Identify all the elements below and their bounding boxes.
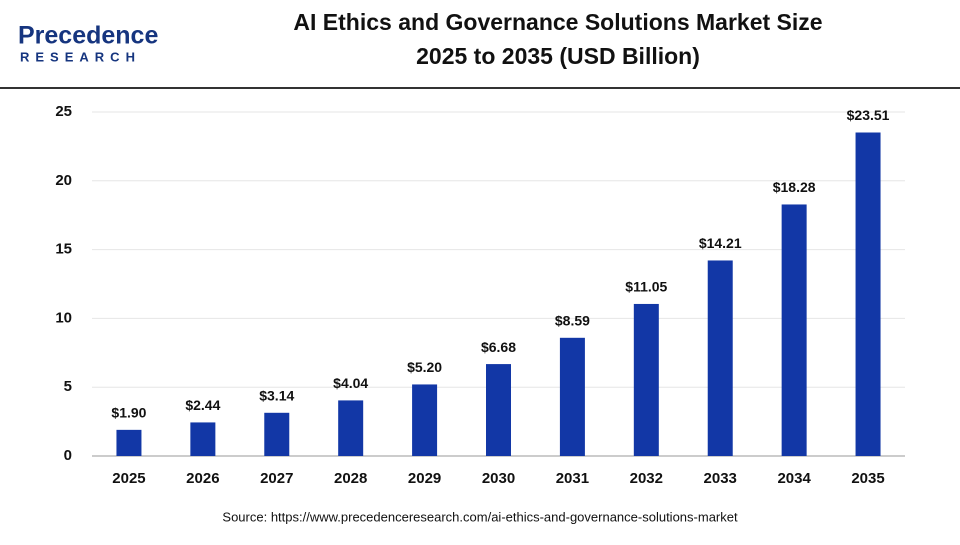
bar xyxy=(264,412,290,456)
bar xyxy=(338,400,364,456)
logo-name: Precedence xyxy=(18,22,158,50)
bar xyxy=(707,260,733,456)
value-label: $6.68 xyxy=(481,339,516,355)
bar xyxy=(633,303,659,456)
x-tick-label: 2030 xyxy=(482,470,515,487)
bar xyxy=(190,422,216,456)
value-label: $23.51 xyxy=(847,107,890,123)
bar xyxy=(412,384,438,456)
logo-tagline: RESEARCH xyxy=(20,49,141,64)
value-label: $11.05 xyxy=(625,279,667,295)
y-tick-label: 0 xyxy=(64,447,72,464)
bar xyxy=(116,429,142,456)
x-tick-label: 2033 xyxy=(704,470,737,487)
chart-title: AI Ethics and Governance Solutions Marke… xyxy=(293,9,822,35)
value-label: $1.90 xyxy=(111,405,146,421)
x-tick-label: 2029 xyxy=(408,470,441,487)
x-tick-label: 2031 xyxy=(556,470,589,487)
bar xyxy=(486,364,511,456)
bar xyxy=(855,132,881,457)
value-label: $5.20 xyxy=(407,359,442,375)
value-label: $3.14 xyxy=(259,387,294,403)
logo: Precedence RESEARCH xyxy=(18,22,158,65)
y-tick-label: 5 xyxy=(64,378,72,395)
source-note: Source: https://www.precedenceresearch.c… xyxy=(222,509,738,524)
x-tick-label: 2026 xyxy=(186,470,219,487)
x-tick-label: 2032 xyxy=(630,470,663,487)
value-label: $8.59 xyxy=(555,313,590,329)
y-tick-label: 25 xyxy=(55,103,72,120)
x-tick-label: 2028 xyxy=(334,470,367,487)
value-label: $18.28 xyxy=(773,179,816,195)
value-label: $2.44 xyxy=(185,397,220,413)
y-tick-label: 20 xyxy=(55,172,72,189)
x-tick-label: 2027 xyxy=(260,470,293,487)
x-tick-label: 2035 xyxy=(851,470,884,487)
chart-title: 2025 to 2035 (USD Billion) xyxy=(416,43,700,69)
value-label: $14.21 xyxy=(699,235,742,251)
y-tick-label: 15 xyxy=(55,241,72,258)
value-label: $4.04 xyxy=(333,375,368,391)
x-tick-label: 2025 xyxy=(112,470,145,487)
bar xyxy=(781,204,807,456)
x-tick-label: 2034 xyxy=(777,470,811,487)
y-tick-label: 10 xyxy=(55,309,72,326)
bar xyxy=(559,337,585,456)
